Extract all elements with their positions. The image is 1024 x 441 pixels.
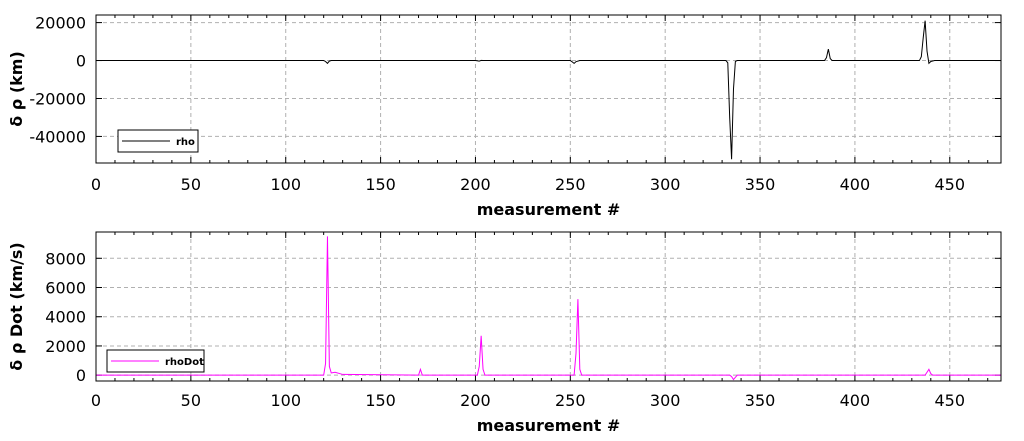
x-tick-label: 200 [460,391,491,410]
y-tick-label: 20000 [35,14,86,33]
x-tick-label: 150 [365,175,396,194]
y-tick-label: -20000 [29,89,86,108]
plot-frame [95,231,1002,382]
rhodot-panel: 0 50 100 150 200 250 300 350 400 450 0 2000 4000 6000… [7,231,1002,435]
x-tick-label: 150 [365,391,396,410]
x-axis-label: measurement # [477,200,621,219]
legend-label: rhoDot [165,357,204,368]
x-tick-label: 250 [555,175,586,194]
x-axis-label: measurement # [477,416,621,435]
series-line-rhoDot [96,236,1001,381]
x-tick-label: 50 [181,391,201,410]
series-line-rho [96,20,1001,160]
y-tick-label: 6000 [45,279,86,298]
rho-panel: 0 50 100 150 200 250 300 350 400 450 20000 0 -20000 -… [7,14,1002,219]
x-tick-label: 300 [650,175,681,194]
legend-label: rho [176,137,195,148]
x-tick-label: 100 [270,175,301,194]
x-tick-label: 0 [91,391,101,410]
x-tick-label: 450 [935,175,966,194]
y-axis-label: δ ρ (km) [7,51,26,127]
x-tick-label: 400 [840,175,871,194]
y-tick-label: 4000 [45,308,86,327]
x-tick-label: 100 [270,391,301,410]
x-tick-label: 350 [745,175,776,194]
plot-frame [95,14,1002,164]
x-tick-label: 350 [745,391,776,410]
y-tick-label: 0 [76,52,86,71]
y-tick-label: 2000 [45,337,86,356]
x-tick-label: 400 [840,391,871,410]
y-axis-label: δ ρ Dot (km/s) [7,242,26,370]
x-tick-label: 200 [460,175,491,194]
y-tick-label: 8000 [45,249,86,268]
x-tick-label: 250 [555,391,586,410]
x-tick-label: 450 [935,391,966,410]
x-tick-label: 300 [650,391,681,410]
x-tick-label: 50 [181,175,201,194]
y-tick-label: 0 [76,366,86,385]
x-tick-label: 0 [91,175,101,194]
y-tick-label: -40000 [29,127,86,146]
